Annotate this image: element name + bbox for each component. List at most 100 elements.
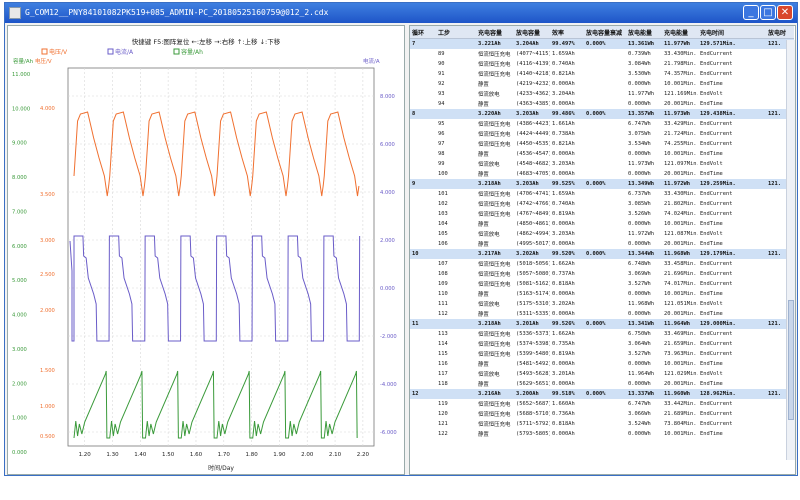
table-cell <box>410 359 436 369</box>
table-cell <box>766 309 794 319</box>
table-cell <box>410 159 436 169</box>
plot-area[interactable] <box>67 67 375 447</box>
table-cell <box>410 369 436 379</box>
step-row[interactable]: 98 静置 (4536~4547) 0.000Ah 0.000Wh 10.001Min. E… <box>410 149 794 159</box>
column-header[interactable]: 充电容量 <box>476 26 514 39</box>
step-row[interactable]: 101 恒流恒压充电 (4706~4741) 1.659Ah 6.737Wh 33.430… <box>410 189 794 199</box>
table-cell: 33.469Min. <box>662 329 698 339</box>
table-cell: 103 <box>436 209 476 219</box>
scrollbar-thumb[interactable] <box>788 300 794 420</box>
table-cell: 110 <box>436 289 476 299</box>
table-cell: 0.821Ah <box>550 69 584 79</box>
table-cell <box>584 129 626 139</box>
column-header[interactable]: 充电能量 <box>662 26 698 39</box>
step-row[interactable]: 106 静置 (4995~5017) 0.000Ah 0.000Wh 20.001Min.… <box>410 239 794 249</box>
column-header[interactable]: 放电时 <box>766 26 794 39</box>
step-row[interactable]: 114 恒流恒压充电 (5374~5398) 0.735Ah 3.064Wh 21.659… <box>410 339 794 349</box>
step-row[interactable]: 94 静置 (4363~4385) 0.000Ah 0.000Wh 20.001Min. E… <box>410 99 794 109</box>
column-header[interactable]: 工步 <box>436 26 476 39</box>
column-header[interactable]: 放电能量 <box>626 26 662 39</box>
column-header[interactable]: 充电时间 <box>698 26 766 39</box>
table-cell: 8 <box>410 109 436 119</box>
title-bar[interactable]: G_COM12__PNY84101082PK519+085_ADMIN-PC_2… <box>5 3 797 23</box>
step-row[interactable]: 92 静置 (4219~4232) 0.000Ah 0.000Wh 10.001Min. E… <box>410 79 794 89</box>
table-cell: 99.526% <box>550 319 584 329</box>
step-row[interactable]: 104 静置 (4850~4861) 0.000Ah 0.000Wh 10.001Min.… <box>410 219 794 229</box>
data-table-panel[interactable]: 循环 工步 充电容量 放电容量 效率 放电容量衰减 放电能量 充电能量 充电时间 放电时 7 3.2… <box>409 25 796 475</box>
table-cell: 96 <box>436 129 476 139</box>
table-cell: 11.968Wh <box>626 299 662 309</box>
table-cell: 恒流恒压充电 <box>476 349 514 359</box>
step-row[interactable]: 97 恒流恒压充电 (4450~4535) 0.821Ah 3.534Wh 74.255M… <box>410 139 794 149</box>
step-row[interactable]: 93 恒流放电 (4233~4362) 3.204Ah 11.977Wh 121.169M… <box>410 89 794 99</box>
table-cell: EndTime <box>698 99 766 109</box>
step-row[interactable]: 119 恒流恒压充电 (5652~5687) 1.660Ah 6.747Wh 33.442… <box>410 399 794 409</box>
column-header[interactable]: 循环 <box>410 26 436 39</box>
step-row[interactable]: 112 静置 (5311~5335) 0.000Ah 0.000Wh 20.001Min.… <box>410 309 794 319</box>
step-row[interactable]: 115 恒流恒压充电 (5399~5480) 0.819Ah 3.527Wh 73.963… <box>410 349 794 359</box>
step-row[interactable]: 121 恒流恒压充电 (5711~5792) 0.818Ah 3.524Wh 73.804… <box>410 419 794 429</box>
step-row[interactable]: 89 恒流恒压充电 (4077~4115) 1.659Ah 0.739Wh 33.430M… <box>410 49 794 59</box>
table-cell <box>766 419 794 429</box>
cycle-summary-row[interactable]: 12 3.216Ah 3.200Ah 99.518% 0.000% 13.337Wh 11.… <box>410 389 794 399</box>
table-cell: 20.001Min. <box>662 99 698 109</box>
table-cell: 106 <box>436 239 476 249</box>
cycle-summary-row[interactable]: 7 3.221Ah 3.204Ah 99.497% 0.000% 13.361Wh 11.9… <box>410 38 794 49</box>
table-cell: 11.968Wh <box>662 249 698 259</box>
close-button[interactable]: ✕ <box>777 5 793 20</box>
step-row[interactable]: 103 恒流恒压充电 (4767~4849) 0.819Ah 3.526Wh 74.024… <box>410 209 794 219</box>
time-tick-label: 1.60 <box>190 452 203 458</box>
step-row[interactable]: 122 静置 (5793~5805) 0.000Ah 0.000Wh 10.001Min.… <box>410 429 794 439</box>
step-row[interactable]: 102 恒流恒压充电 (4742~4766) 0.740Ah 3.085Wh 21.802… <box>410 199 794 209</box>
step-row[interactable]: 117 恒流放电 (5493~5628) 3.201Ah 11.964Wh 121.029… <box>410 369 794 379</box>
column-header[interactable]: 放电容量 <box>514 26 550 39</box>
table-cell: 121.087Min. <box>662 229 698 239</box>
step-row[interactable]: 113 恒流恒压充电 (5336~5373) 1.662Ah 6.750Wh 33.469… <box>410 329 794 339</box>
step-row[interactable]: 110 静置 (5163~5174) 0.000Ah 0.000Wh 10.001Min.… <box>410 289 794 299</box>
table-scrollbar[interactable] <box>786 40 795 460</box>
table-cell <box>584 189 626 199</box>
table-cell: (4548~4682) <box>514 159 550 169</box>
minimize-button[interactable]: _ <box>743 5 759 20</box>
table-cell: 0.000Ah <box>550 79 584 89</box>
step-row[interactable]: 99 恒流放电 (4548~4682) 3.203Ah 11.973Wh 121.097M… <box>410 159 794 169</box>
table-cell: 120 <box>436 409 476 419</box>
step-row[interactable]: 90 恒流恒压充电 (4116~4139) 0.740Ah 3.084Wh 21.798M… <box>410 59 794 69</box>
table-cell <box>766 229 794 239</box>
cycle-summary-row[interactable]: 11 3.218Ah 3.201Ah 99.526% 0.000% 13.341Wh 11.… <box>410 319 794 329</box>
step-row[interactable]: 100 静置 (4683~4705) 0.000Ah 0.000Wh 20.001Min.… <box>410 169 794 179</box>
step-row[interactable]: 96 恒流恒压充电 (4424~4449) 0.738Ah 3.075Wh 21.724M… <box>410 129 794 139</box>
step-row[interactable]: 105 恒流放电 (4862~4994) 3.203Ah 11.972Wh 121.087… <box>410 229 794 239</box>
cycle-summary-row[interactable]: 9 3.218Ah 3.203Ah 99.525% 0.000% 13.349Wh 11.9… <box>410 179 794 189</box>
table-cell: EndVolt <box>698 89 766 99</box>
cycle-summary-row[interactable]: 10 3.217Ah 3.202Ah 99.520% 0.000% 13.344Wh 11.… <box>410 249 794 259</box>
step-row[interactable]: 107 恒流恒压充电 (5018~5056) 1.662Ah 6.748Wh 33.458… <box>410 259 794 269</box>
step-row[interactable]: 120 恒流恒压充电 (5688~5710) 0.736Ah 3.066Wh 21.689… <box>410 409 794 419</box>
table-cell <box>410 89 436 99</box>
chart-panel[interactable]: 快捷键 F5:图阵复位 ←:左移 →:右移 ↑:上移 ↓:下移 电压/V 电流/… <box>7 25 405 475</box>
table-cell: (5711~5792) <box>514 419 550 429</box>
step-row[interactable]: 118 静置 (5629~5651) 0.000Ah 0.000Wh 20.001Min.… <box>410 379 794 389</box>
cycle-summary-row[interactable]: 8 3.220Ah 3.203Ah 99.486% 0.000% 13.357Wh 11.9… <box>410 109 794 119</box>
table-cell: 121.029Min. <box>662 369 698 379</box>
step-row[interactable]: 91 恒流恒压充电 (4140~4218) 0.821Ah 3.530Wh 74.357M… <box>410 69 794 79</box>
column-header[interactable]: 放电容量衰减 <box>584 26 626 39</box>
maximize-button[interactable]: □ <box>760 5 776 20</box>
step-row[interactable]: 116 静置 (5481~5492) 0.000Ah 0.000Wh 10.001Min.… <box>410 359 794 369</box>
table-cell <box>410 229 436 239</box>
table-cell <box>410 339 436 349</box>
table-cell: 33.429Min. <box>662 119 698 129</box>
charge-discharge-chart[interactable]: 快捷键 F5:图阵复位 ←:左移 →:右移 ↑:上移 ↓:下移 电压/V 电流/… <box>8 26 404 474</box>
table-cell <box>766 279 794 289</box>
step-row[interactable]: 109 恒流恒压充电 (5081~5162) 0.818Ah 3.527Wh 74.017… <box>410 279 794 289</box>
table-cell <box>584 229 626 239</box>
table-cell <box>584 149 626 159</box>
step-row[interactable]: 111 恒流放电 (5175~5310) 3.202Ah 11.968Wh 121.051… <box>410 299 794 309</box>
table-cell: 静置 <box>476 239 514 249</box>
column-header[interactable]: 效率 <box>550 26 584 39</box>
table-cell: 恒流恒压充电 <box>476 269 514 279</box>
step-row[interactable]: 95 恒流恒压充电 (4386~4423) 1.661Ah 6.747Wh 33.429M… <box>410 119 794 129</box>
step-row[interactable]: 108 恒流恒压充电 (5057~5080) 0.737Ah 3.069Wh 21.696… <box>410 269 794 279</box>
table-cell: EndCurrent <box>698 139 766 149</box>
legend-label-voltage: 电压/V <box>49 48 68 56</box>
